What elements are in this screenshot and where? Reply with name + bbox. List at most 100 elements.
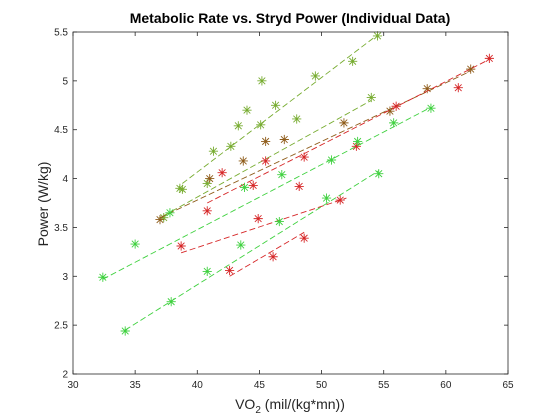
data-point-marker bbox=[177, 184, 187, 194]
data-point-marker bbox=[261, 156, 271, 166]
data-point-marker bbox=[268, 252, 278, 262]
data-point-marker bbox=[426, 103, 436, 113]
data-point-marker bbox=[372, 31, 383, 41]
x-tick-label: 30 bbox=[67, 380, 79, 391]
data-point-marker bbox=[466, 64, 476, 74]
data-point-marker bbox=[166, 297, 176, 307]
x-tick-label: 60 bbox=[440, 380, 452, 391]
series-3 bbox=[155, 64, 476, 225]
data-point-marker bbox=[155, 215, 165, 225]
data-point-marker bbox=[165, 208, 175, 218]
data-point-marker bbox=[202, 266, 212, 276]
data-point-marker bbox=[217, 168, 227, 178]
data-point-marker bbox=[238, 156, 248, 166]
data-point-marker bbox=[374, 169, 384, 179]
data-point-marker bbox=[98, 272, 108, 282]
data-point-marker bbox=[248, 180, 258, 191]
data-point-marker bbox=[175, 183, 185, 193]
x-axis-title-main: VO bbox=[235, 396, 255, 412]
y-tick-label: 2.5 bbox=[54, 321, 68, 332]
data-point-marker bbox=[205, 173, 215, 184]
data-point-marker bbox=[299, 152, 309, 162]
series-2 bbox=[177, 31, 383, 194]
y-tick-label: 3.5 bbox=[54, 223, 68, 234]
series-5 bbox=[176, 181, 347, 254]
data-point-marker bbox=[159, 213, 169, 223]
data-point-marker bbox=[348, 56, 358, 66]
data-point-marker bbox=[279, 134, 289, 145]
data-point-marker bbox=[130, 239, 140, 249]
y-tick-label: 3 bbox=[62, 272, 68, 283]
data-point-marker bbox=[326, 155, 337, 165]
series-6-trend-line bbox=[229, 231, 305, 277]
data-point-marker bbox=[292, 114, 302, 124]
data-point-marker bbox=[242, 105, 252, 115]
data-point-marker bbox=[253, 214, 263, 224]
ticks-layer: 30 35 40 45 50 55 60 65 2 2.5 3 3.5 4 4.5 5 5.5 bbox=[54, 28, 514, 392]
data-point-marker bbox=[335, 195, 345, 205]
data-point-marker bbox=[310, 71, 320, 81]
x-axis-title: VO2 (mil/(kg*mn)) bbox=[235, 396, 345, 416]
data-point-marker bbox=[389, 118, 399, 128]
data-point-marker bbox=[176, 241, 186, 251]
y-tick-label: 2 bbox=[62, 370, 68, 381]
data-point-marker bbox=[226, 141, 236, 151]
data-point-marker bbox=[294, 181, 304, 191]
y-axis-title: Power (W/kg) bbox=[35, 162, 51, 247]
series-7-trend-line bbox=[102, 106, 432, 280]
x-tick-label: 65 bbox=[502, 380, 514, 391]
data-point-marker bbox=[236, 240, 246, 250]
data-point-marker bbox=[321, 193, 332, 203]
x-axis-title-subscript: 2 bbox=[255, 405, 261, 416]
x-tick-label: 40 bbox=[192, 380, 204, 391]
data-point-marker bbox=[202, 178, 212, 189]
series-4-trend-line bbox=[207, 58, 490, 204]
series-1-trend-line bbox=[163, 100, 372, 217]
series-2-trend-line bbox=[182, 34, 378, 184]
data-point-marker bbox=[453, 83, 463, 93]
data-point-marker bbox=[261, 136, 271, 147]
data-point-marker bbox=[270, 100, 281, 110]
data-point-marker bbox=[277, 170, 287, 180]
x-axis-title-rest: (mil/(kg*mn)) bbox=[261, 396, 345, 412]
data-point-marker bbox=[257, 76, 267, 86]
series-layer bbox=[98, 31, 494, 336]
data-point-marker bbox=[422, 84, 432, 94]
x-tick-label: 50 bbox=[316, 380, 328, 391]
series-3-trend-line bbox=[159, 70, 471, 219]
data-point-marker bbox=[391, 101, 401, 111]
data-point-marker bbox=[385, 106, 395, 116]
x-tick-label: 45 bbox=[254, 380, 266, 391]
series-8-trend-line bbox=[124, 170, 379, 331]
data-point-marker bbox=[299, 233, 309, 243]
data-point-marker bbox=[353, 136, 363, 147]
data-point-marker bbox=[366, 92, 376, 103]
chart-title: Metabolic Rate vs. Stryd Power (Individu… bbox=[130, 10, 451, 26]
data-point-marker bbox=[274, 216, 284, 227]
data-point-marker bbox=[484, 53, 494, 63]
x-tick-label: 35 bbox=[130, 380, 142, 391]
y-tick-label: 5.5 bbox=[54, 28, 68, 39]
data-point-marker bbox=[225, 265, 235, 276]
y-tick-label: 5 bbox=[62, 76, 68, 87]
data-point-marker bbox=[202, 206, 212, 216]
data-point-marker bbox=[256, 120, 266, 130]
data-point-marker bbox=[351, 141, 361, 151]
series-7 bbox=[98, 103, 436, 282]
plot-area-frame bbox=[72, 31, 509, 375]
series-6 bbox=[225, 231, 309, 277]
data-point-marker bbox=[233, 121, 243, 131]
x-tick-label: 55 bbox=[378, 380, 390, 391]
data-point-marker bbox=[339, 118, 349, 128]
series-4 bbox=[202, 53, 494, 216]
y-tick-label: 4 bbox=[62, 174, 68, 185]
data-point-marker bbox=[239, 182, 250, 192]
series-5-trend-line bbox=[180, 197, 347, 254]
series-1 bbox=[159, 92, 376, 223]
series-8 bbox=[120, 169, 384, 336]
y-tick-label: 4.5 bbox=[54, 125, 68, 136]
data-point-marker bbox=[208, 146, 219, 156]
data-point-marker bbox=[120, 326, 130, 336]
